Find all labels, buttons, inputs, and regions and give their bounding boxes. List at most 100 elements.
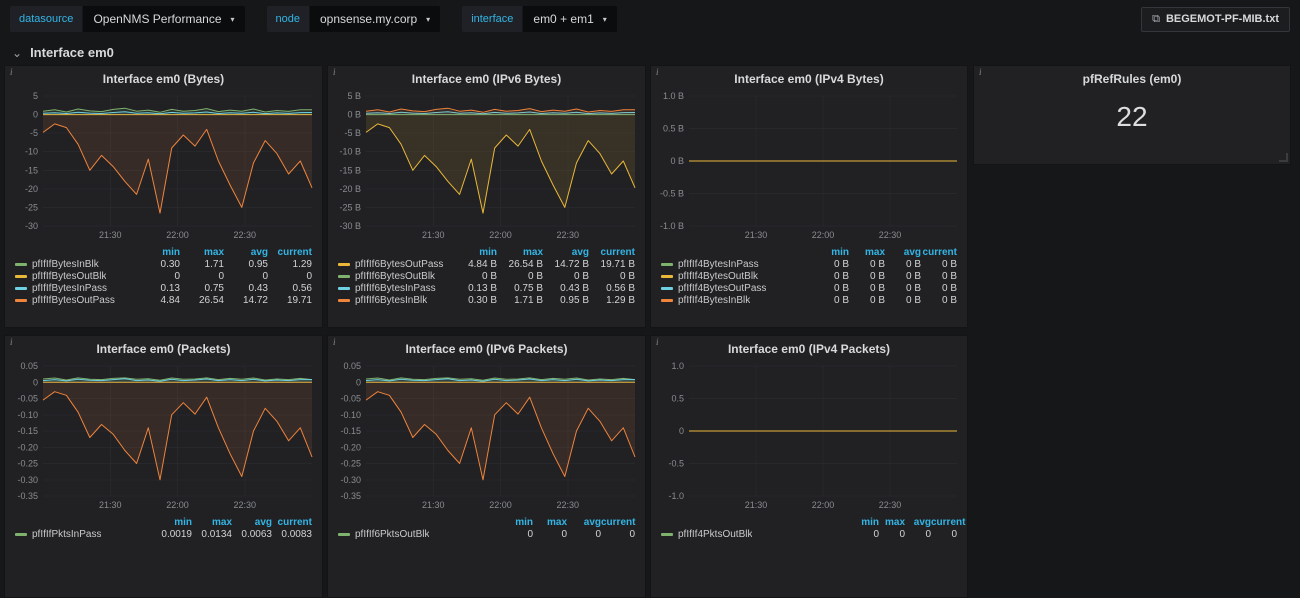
svg-text:0 B: 0 B: [347, 110, 361, 120]
series-color-swatch[interactable]: [338, 287, 350, 290]
legend-sort-max[interactable]: max: [180, 247, 224, 258]
series-color-swatch[interactable]: [338, 299, 350, 302]
series-color-swatch[interactable]: [15, 263, 27, 266]
legend-sort-min[interactable]: min: [451, 247, 497, 258]
legend-sort-max[interactable]: max: [533, 517, 567, 528]
time-series-chart[interactable]: 0.050-0.05-0.10-0.15-0.20-0.25-0.30-0.35…: [9, 360, 320, 512]
panel-title[interactable]: Interface em0 (IPv4 Bytes): [651, 66, 967, 88]
legend-series-name[interactable]: pfIfIf6BytesOutBlk: [338, 271, 451, 282]
svg-text:22:00: 22:00: [166, 230, 189, 240]
svg-text:-0.05: -0.05: [340, 394, 361, 404]
series-color-swatch[interactable]: [661, 287, 673, 290]
series-color-swatch[interactable]: [15, 275, 27, 278]
panel-title[interactable]: Interface em0 (Bytes): [5, 66, 322, 88]
legend-sort-min[interactable]: min: [499, 517, 533, 528]
legend-sort-avg[interactable]: avg: [232, 517, 272, 528]
legend-sort-avg[interactable]: avg: [885, 247, 921, 258]
legend-value: 0.30 B: [451, 295, 497, 306]
legend-series-name[interactable]: pfIfIfBytesOutPass: [15, 295, 136, 306]
legend-value: 0.0083: [272, 529, 312, 540]
legend-sort-current[interactable]: current: [272, 517, 312, 528]
legend-sort-min[interactable]: min: [813, 247, 849, 258]
legend-sort-current[interactable]: current: [268, 247, 312, 258]
svg-text:-0.25: -0.25: [340, 459, 361, 469]
legend-value: 0 B: [849, 271, 885, 282]
series-color-swatch[interactable]: [661, 533, 673, 536]
series-color-swatch[interactable]: [661, 299, 673, 302]
series-color-swatch[interactable]: [338, 533, 350, 536]
series-color-swatch[interactable]: [338, 263, 350, 266]
legend-sort-min[interactable]: min: [136, 247, 180, 258]
legend-sort-avg[interactable]: avg: [567, 517, 601, 528]
legend-series-name[interactable]: pfIfIf6BytesOutPass: [338, 259, 451, 270]
svg-text:22:30: 22:30: [233, 500, 256, 510]
legend-sort-min[interactable]: min: [152, 517, 192, 528]
svg-text:-0.35: -0.35: [340, 491, 361, 501]
series-color-swatch[interactable]: [15, 299, 27, 302]
legend-value: 0.0134: [192, 529, 232, 540]
panel-title[interactable]: Interface em0 (IPv4 Packets): [651, 336, 967, 358]
legend-sort-current[interactable]: current: [589, 247, 635, 258]
series-color-swatch[interactable]: [338, 275, 350, 278]
legend-series-name[interactable]: pfIfIf6BytesInPass: [338, 283, 451, 294]
svg-text:-0.10: -0.10: [17, 410, 38, 420]
legend-series-name[interactable]: pfIfIf6BytesInBlk: [338, 295, 451, 306]
time-series-chart[interactable]: 0.050-0.05-0.10-0.15-0.20-0.25-0.30-0.35…: [332, 360, 643, 512]
panel-resize-handle[interactable]: [1279, 153, 1288, 162]
series-color-swatch[interactable]: [661, 263, 673, 266]
legend-series-name[interactable]: pfIfIf4BytesOutPass: [661, 283, 813, 294]
panel-title[interactable]: pfRefRules (em0): [974, 66, 1290, 88]
legend-value: 26.54: [180, 295, 224, 306]
panel-info-icon[interactable]: i: [10, 338, 13, 347]
legend-sort-current[interactable]: current: [601, 517, 635, 528]
series-color-swatch[interactable]: [661, 275, 673, 278]
panel-title[interactable]: Interface em0 (Packets): [5, 336, 322, 358]
legend-sort-min[interactable]: min: [853, 517, 879, 528]
panel-info-icon[interactable]: i: [10, 68, 13, 77]
legend-series-name[interactable]: pfIfIf4PktsOutBlk: [661, 529, 853, 540]
legend-series-name[interactable]: pfIfIfBytesInBlk: [15, 259, 136, 270]
panel-info-icon[interactable]: i: [979, 68, 982, 77]
legend-series-name[interactable]: pfIfIf4BytesOutBlk: [661, 271, 813, 282]
legend-series-name[interactable]: pfIfIfBytesInPass: [15, 283, 136, 294]
series-color-swatch[interactable]: [15, 533, 27, 536]
svg-text:22:30: 22:30: [233, 230, 256, 240]
legend-series-name[interactable]: pfIfIfBytesOutBlk: [15, 271, 136, 282]
panel-info-icon[interactable]: i: [656, 338, 659, 347]
legend-series-name[interactable]: pfIfIf6PktsOutBlk: [338, 529, 499, 540]
panel-info-icon[interactable]: i: [656, 68, 659, 77]
legend-sort-max[interactable]: max: [879, 517, 905, 528]
panel-info-icon[interactable]: i: [333, 68, 336, 77]
time-series-chart[interactable]: 5 B0 B-5 B-10 B-15 B-20 B-25 B-30 B21:30…: [332, 90, 643, 242]
legend-sort-avg[interactable]: avg: [224, 247, 268, 258]
panel-title[interactable]: Interface em0 (IPv6 Packets): [328, 336, 645, 358]
legend-sort-avg[interactable]: avg: [543, 247, 589, 258]
legend-value: 0.13 B: [451, 283, 497, 294]
legend-value: 0 B: [849, 283, 885, 294]
svg-text:-20 B: -20 B: [339, 184, 361, 194]
legend-sort-avg[interactable]: avg: [905, 517, 931, 528]
legend-sort-max[interactable]: max: [849, 247, 885, 258]
series-name-text: pfIfIf4BytesOutBlk: [678, 271, 758, 282]
panel-info-icon[interactable]: i: [333, 338, 336, 347]
legend-series-name[interactable]: pfIfIfPktsInPass: [15, 529, 152, 540]
legend-series-name[interactable]: pfIfIf4BytesInBlk: [661, 295, 813, 306]
series-color-swatch[interactable]: [15, 287, 27, 290]
panel-title[interactable]: Interface em0 (IPv6 Bytes): [328, 66, 645, 88]
legend-series-name[interactable]: pfIfIf4BytesInPass: [661, 259, 813, 270]
legend-sort-max[interactable]: max: [192, 517, 232, 528]
legend-sort-current[interactable]: current: [931, 517, 957, 528]
legend-sort-max[interactable]: max: [497, 247, 543, 258]
legend-sort-current[interactable]: current: [921, 247, 957, 258]
